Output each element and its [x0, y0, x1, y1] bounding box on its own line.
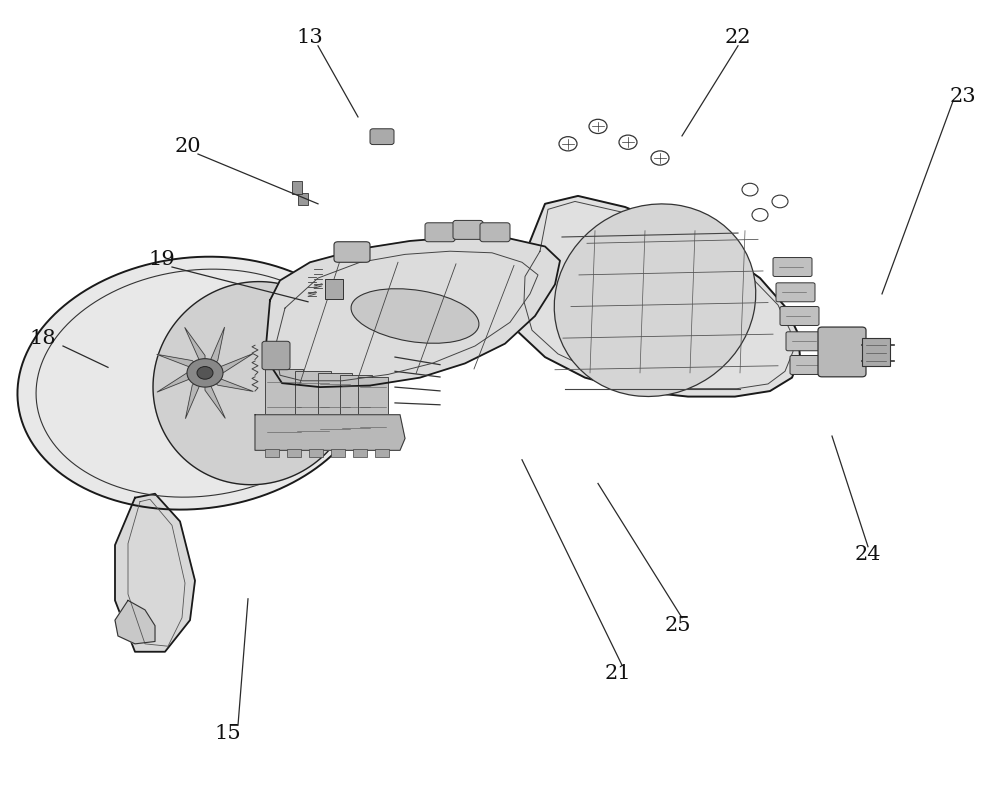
Polygon shape: [205, 373, 253, 391]
Circle shape: [197, 367, 213, 379]
Polygon shape: [153, 281, 357, 485]
Polygon shape: [115, 600, 155, 644]
Polygon shape: [205, 327, 225, 373]
Polygon shape: [265, 237, 560, 387]
Text: 20: 20: [175, 137, 201, 156]
FancyBboxPatch shape: [776, 283, 815, 302]
FancyBboxPatch shape: [370, 129, 394, 145]
Polygon shape: [508, 196, 800, 397]
Bar: [295, 371, 331, 442]
Bar: [287, 449, 301, 457]
Polygon shape: [205, 373, 225, 418]
FancyBboxPatch shape: [480, 223, 510, 242]
Bar: [265, 370, 303, 444]
Bar: [862, 338, 890, 366]
Bar: [340, 375, 372, 438]
Bar: [309, 449, 323, 457]
Bar: [265, 449, 279, 457]
FancyBboxPatch shape: [786, 332, 825, 351]
FancyBboxPatch shape: [425, 223, 455, 242]
Bar: [375, 449, 389, 457]
Text: 24: 24: [855, 545, 881, 564]
FancyBboxPatch shape: [262, 341, 290, 370]
Text: 21: 21: [605, 664, 631, 683]
Polygon shape: [185, 373, 205, 419]
Bar: [358, 378, 388, 436]
FancyBboxPatch shape: [334, 242, 370, 262]
Bar: [298, 193, 308, 205]
Bar: [325, 279, 343, 299]
FancyBboxPatch shape: [780, 307, 819, 325]
Polygon shape: [157, 355, 205, 373]
Text: 19: 19: [149, 250, 175, 269]
Polygon shape: [185, 328, 205, 373]
Text: 13: 13: [297, 28, 323, 47]
Polygon shape: [17, 257, 373, 510]
Polygon shape: [157, 373, 205, 392]
Bar: [353, 449, 367, 457]
Text: 23: 23: [950, 87, 976, 106]
Bar: [292, 181, 302, 194]
Bar: [331, 449, 345, 457]
FancyBboxPatch shape: [453, 220, 483, 239]
Polygon shape: [115, 494, 195, 652]
FancyBboxPatch shape: [790, 356, 829, 374]
Text: 18: 18: [30, 329, 56, 348]
Bar: [318, 374, 352, 441]
Text: 25: 25: [665, 616, 691, 635]
Ellipse shape: [554, 204, 756, 397]
Circle shape: [187, 359, 223, 387]
Text: 22: 22: [725, 28, 751, 47]
Polygon shape: [205, 354, 253, 373]
Polygon shape: [255, 415, 405, 450]
Ellipse shape: [351, 288, 479, 344]
Text: 15: 15: [215, 724, 241, 743]
FancyBboxPatch shape: [818, 327, 866, 377]
FancyBboxPatch shape: [773, 258, 812, 276]
